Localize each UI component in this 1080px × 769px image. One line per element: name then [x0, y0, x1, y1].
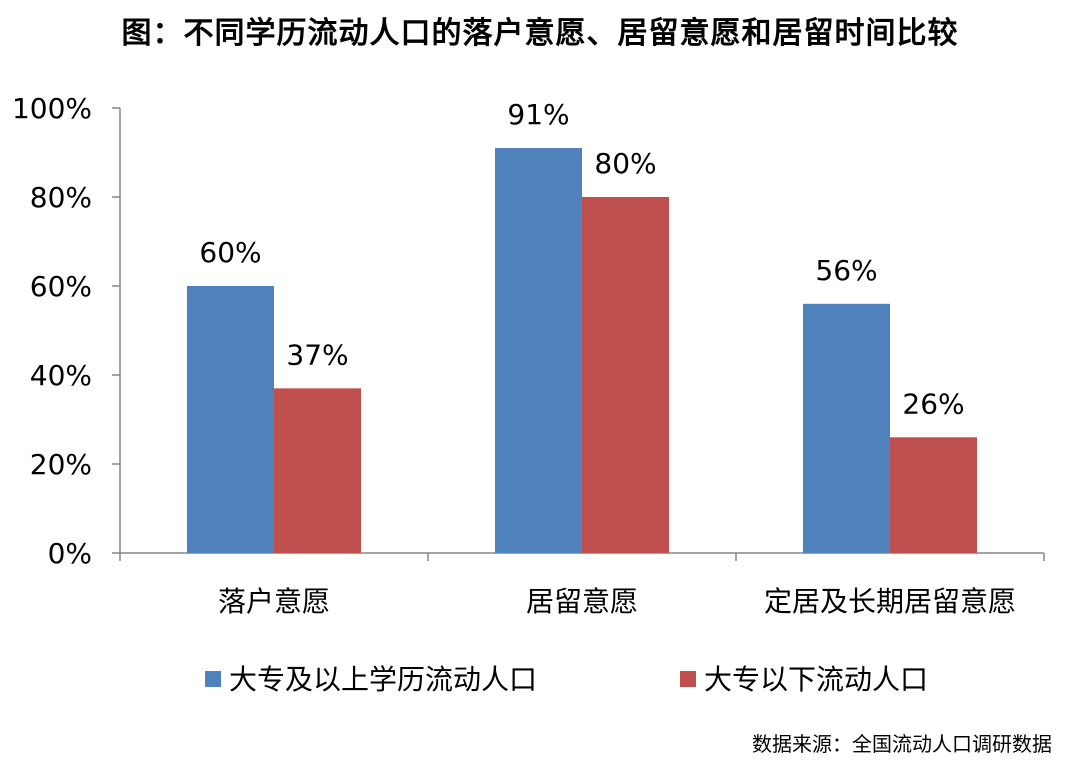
- legend-label: 大专及以上学历流动人口: [229, 663, 537, 696]
- bar: [187, 286, 274, 553]
- bar-data-label: 60%: [199, 236, 261, 269]
- y-tick-label: 40%: [30, 359, 92, 392]
- bar-data-label: 80%: [594, 147, 656, 180]
- bar-data-label: 26%: [902, 387, 964, 420]
- chart-legend: 大专及以上学历流动人口 大专以下流动人口: [205, 663, 928, 696]
- legend-swatch: [680, 671, 696, 687]
- bar-data-label: 37%: [286, 338, 348, 371]
- chart-data-labels: 60% 37% 91% 80% 56% 26%: [199, 98, 964, 420]
- bar: [582, 197, 669, 553]
- chart-axes: 0% 20% 40% 60% 80% 100% 落户意愿 居留意愿 定居及长期居留意愿: [12, 92, 1045, 618]
- x-category-label: 定居及长期居留意愿: [764, 585, 1016, 618]
- x-category-label: 居留意愿: [526, 585, 638, 618]
- y-tick-label: 20%: [30, 448, 92, 481]
- bar-data-label: 91%: [507, 98, 569, 131]
- bar: [274, 388, 361, 553]
- legend-swatch: [205, 671, 221, 687]
- x-category-label: 落户意愿: [218, 585, 330, 618]
- y-tick-label: 80%: [30, 181, 92, 214]
- source-note: 数据来源：全国流动人口调研数据: [752, 732, 1052, 756]
- y-tick-label: 100%: [12, 92, 92, 125]
- y-tick-label: 0%: [48, 537, 92, 570]
- bar-data-label: 56%: [815, 254, 877, 287]
- bar: [803, 303, 890, 553]
- chart-title: 图：不同学历流动人口的落户意愿、居留意愿和居留时间比较: [121, 16, 959, 51]
- chart-bars: [187, 148, 977, 554]
- bar: [890, 437, 977, 553]
- y-tick-label: 60%: [30, 270, 92, 303]
- legend-label: 大专以下流动人口: [704, 663, 928, 696]
- bar: [495, 148, 582, 554]
